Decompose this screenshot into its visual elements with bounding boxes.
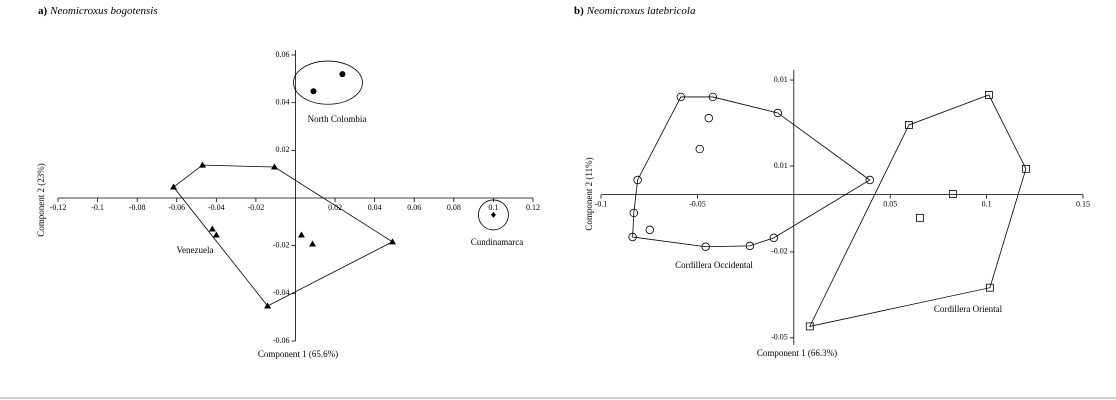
point [905,121,913,129]
point [1022,164,1030,173]
y-tick-label: -0.02 [771,247,788,256]
point [212,231,220,238]
x-tick-label: 0.02 [328,203,342,212]
point [985,283,994,292]
point [805,322,814,331]
point [198,161,206,168]
x-axis-label: Component 1 (65.6%) [258,349,338,359]
point [676,92,686,102]
point [773,108,782,118]
point [915,213,924,222]
x-axis-label: Component 1 (66.3%) [757,348,837,358]
group-hull [632,96,871,248]
x-tick-label: -0.02 [248,203,265,212]
group-label: Cordillera Occidental [675,260,753,270]
group-label: Cundinamarca [471,237,523,247]
group-enclosure [293,60,363,105]
group-label: Venezuela [177,245,214,255]
y-tick-label: 0.06 [276,50,290,59]
x-tick-label: 0.1 [488,203,498,212]
y-tick-label: -0.04 [273,288,290,297]
y-axis-label: Component 2 (23%) [36,163,46,237]
point [208,225,216,232]
point [388,238,396,245]
y-tick-label: 0.02 [276,145,290,154]
x-tick-label: 0.12 [526,203,540,212]
x-tick-label: -0.1 [91,203,104,212]
x-tick-label: 0.08 [447,203,461,212]
y-tick-label: -0.05 [771,333,788,342]
panel-species: Neomicroxus latebricola [586,5,696,17]
point [628,232,637,242]
x-tick-label: -0.05 [689,199,706,208]
point [695,144,704,154]
x-tick-label: 0.06 [407,203,421,212]
point [948,190,957,198]
y-tick-label: 0.01 [774,161,788,170]
point [297,231,305,238]
point [708,92,718,102]
x-tick-label: 0.1 [982,199,992,208]
group-enclosure [478,199,509,231]
panel-species: Neomicroxus bogotensis [49,5,157,17]
y-tick-label: 0.01 [774,75,788,84]
point [769,233,778,243]
group-label: North Colombia [308,114,367,124]
panel-title: b) Neomicroxus latebricola [574,5,696,17]
point [170,183,178,190]
panel-title: a) Neomicroxus bogotensis [38,5,158,17]
point [339,71,346,78]
y-tick-label: 0.04 [276,97,290,106]
y-tick-label: -0.06 [273,336,290,345]
x-tick-label: -0.06 [168,203,185,212]
point [985,91,993,99]
point [310,88,317,95]
point [701,242,710,251]
x-tick-label: -0.1 [595,199,608,208]
point [865,175,874,185]
panel-letter: b) [574,5,584,17]
point [633,175,642,185]
y-tick-label: -0.02 [273,240,290,249]
point [271,163,279,170]
point [629,208,638,218]
x-tick-label: -0.08 [129,203,146,212]
point [645,225,654,235]
group-hull [809,94,1027,327]
x-tick-label: -0.04 [208,203,225,212]
point [309,240,317,247]
panel-letter: a) [38,5,48,17]
group-label: Cordillera Oriental [934,304,1003,314]
point [704,113,713,123]
point [745,241,755,251]
x-tick-label: -0.12 [50,203,67,212]
group-hull [173,164,394,307]
x-tick-label: 0.05 [883,199,897,208]
point [264,302,272,309]
y-axis-label: Component 2 (11%) [584,157,594,230]
x-tick-label: 0.15 [1076,199,1090,208]
x-tick-label: 0.04 [368,203,382,212]
point [490,211,496,218]
